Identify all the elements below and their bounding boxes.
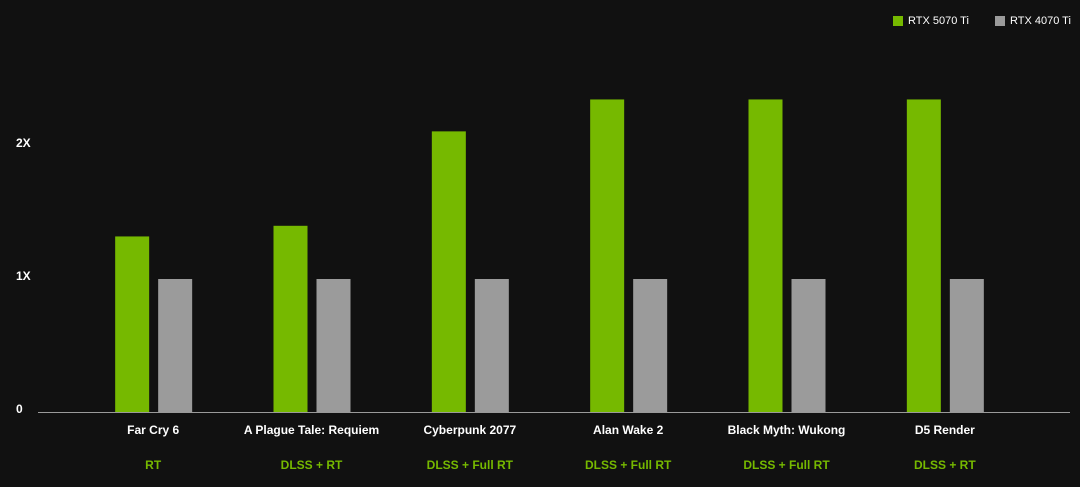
- legend-swatch: [893, 16, 903, 26]
- bar: [590, 99, 625, 412]
- y-tick-label: 1X: [16, 269, 31, 283]
- bar: [748, 99, 783, 412]
- bar: [906, 99, 941, 412]
- setting-label: DLSS + Full RT: [585, 458, 672, 472]
- legend-label: RTX 4070 Ti: [1010, 15, 1071, 27]
- legend-label: RTX 5070 Ti: [908, 15, 969, 27]
- setting-label: RT: [145, 458, 162, 472]
- x-tick-label: Alan Wake 2: [593, 423, 664, 437]
- setting-label: DLSS + Full RT: [743, 458, 830, 472]
- y-tick-label: 0: [16, 402, 23, 416]
- bar: [158, 279, 193, 412]
- setting-label: DLSS + RT: [914, 458, 976, 472]
- setting-label: DLSS + Full RT: [427, 458, 514, 472]
- bar: [316, 279, 351, 412]
- bar: [949, 279, 984, 412]
- x-tick-label: D5 Render: [915, 423, 975, 437]
- bar: [273, 225, 308, 412]
- x-tick-label: A Plague Tale: Requiem: [244, 423, 379, 437]
- bar: [791, 279, 826, 412]
- y-tick-label: 2X: [16, 136, 31, 150]
- bar: [431, 131, 466, 412]
- x-tick-label: Cyberpunk 2077: [423, 423, 516, 437]
- bar: [474, 279, 509, 412]
- setting-label: DLSS + RT: [281, 458, 343, 472]
- x-tick-label: Far Cry 6: [127, 423, 179, 437]
- x-tick-label: Black Myth: Wukong: [728, 423, 846, 437]
- bar: [633, 279, 668, 412]
- legend-swatch: [995, 16, 1005, 26]
- bar: [115, 236, 150, 412]
